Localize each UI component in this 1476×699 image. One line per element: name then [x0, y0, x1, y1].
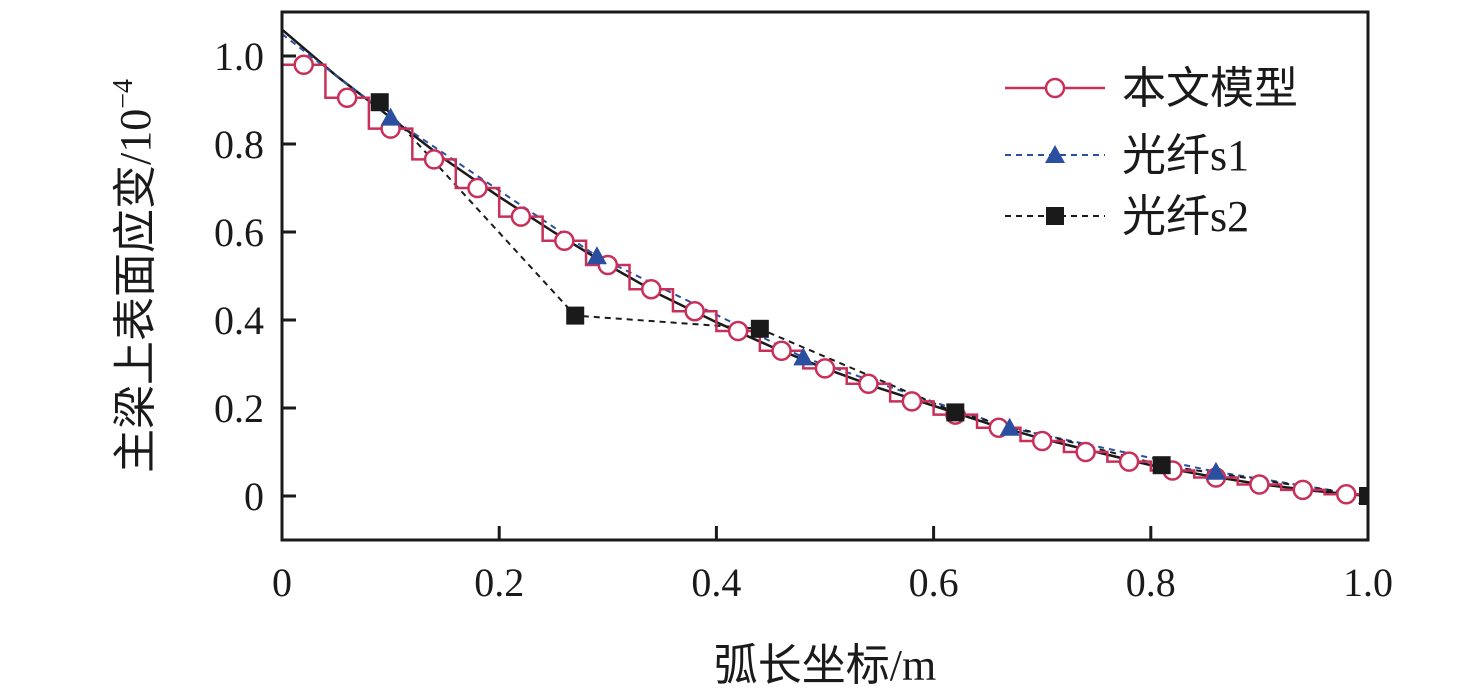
- legend-label: 本文模型: [1122, 64, 1298, 113]
- model-point: [858, 373, 879, 395]
- model-point: [684, 300, 705, 322]
- axis-ticks: 0 0.2 0.4 0.6 0.8 1.0 0 0.2 0.4 0.6 0.8 1.0: [214, 34, 1393, 605]
- legend-label: 光纤s2: [1122, 192, 1249, 241]
- s1-point: [793, 347, 814, 366]
- plot-area: [282, 28, 1368, 505]
- model-point: [554, 230, 575, 252]
- series-model-line: [282, 63, 1368, 496]
- y-tick-label: 0.4: [214, 298, 264, 343]
- s1-point: [999, 417, 1020, 436]
- legend-marker: [1044, 77, 1066, 99]
- y-axis-label-group: 主梁上表面应变/10−4: [108, 79, 160, 473]
- legend-label: 光纤s1: [1122, 131, 1249, 180]
- model-point: [1249, 474, 1270, 495]
- y-axis-label: 主梁上表面应变/10−4: [108, 79, 160, 473]
- model-point: [1292, 479, 1314, 501]
- s2-point: [750, 319, 769, 338]
- x-tick-label: 1.0: [1343, 560, 1393, 605]
- y-tick-label: 0.6: [214, 210, 264, 255]
- s2-point: [1359, 487, 1368, 505]
- x-tick-label: 0.2: [474, 560, 524, 605]
- x-axis-label: 弧长坐标/m: [714, 641, 936, 690]
- model-point: [901, 391, 923, 412]
- x-tick-label: 0.4: [691, 560, 741, 605]
- legend-marker: [1046, 207, 1064, 225]
- s1-point: [380, 107, 401, 126]
- model-point: [814, 358, 836, 379]
- y-tick-label: 0.8: [214, 122, 264, 167]
- model-point: [727, 320, 749, 342]
- y-tick-label: 0: [244, 474, 264, 519]
- y-tick-label: 0.2: [214, 386, 264, 431]
- model-point: [423, 149, 445, 170]
- x-tick-label: 0.6: [909, 560, 959, 605]
- model-point: [1336, 483, 1357, 505]
- x-tick-label: 0: [272, 560, 292, 605]
- model-point: [1118, 451, 1140, 472]
- model-point: [293, 54, 314, 76]
- y-axis-label-base: 主梁上表面应变/10: [111, 109, 160, 473]
- model-point: [336, 87, 358, 109]
- legend-marker: [1045, 145, 1065, 163]
- model-point: [1075, 441, 1096, 463]
- s2-point: [1152, 456, 1171, 475]
- s1-point: [586, 246, 607, 265]
- s2-point: [566, 306, 585, 325]
- model-point: [510, 206, 532, 227]
- model-point: [640, 278, 662, 300]
- s1-point: [1205, 461, 1226, 480]
- model-point: [467, 177, 488, 199]
- model-point: [771, 340, 792, 362]
- plot-frame: [280, 10, 1370, 542]
- y-tick-label: 1.0: [214, 34, 264, 79]
- s2-point: [946, 403, 965, 422]
- model-point: [1031, 430, 1053, 452]
- x-tick-label: 0.8: [1126, 560, 1176, 605]
- s2-point: [370, 93, 389, 112]
- y-axis-label-exponent: −4: [108, 79, 139, 109]
